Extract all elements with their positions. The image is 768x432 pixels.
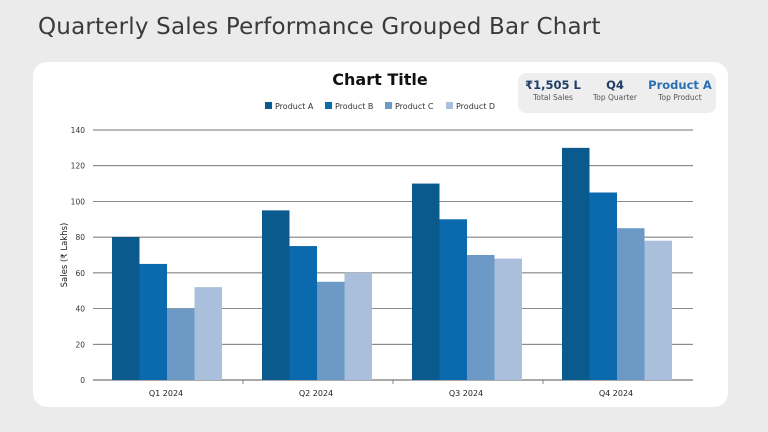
kpi-top-quarter: Q4 Top Quarter bbox=[586, 78, 644, 103]
legend-swatch bbox=[446, 102, 453, 109]
x-category-label: Q1 2024 bbox=[149, 389, 183, 398]
legend-label: Product B bbox=[335, 102, 373, 111]
bar bbox=[317, 281, 345, 380]
page-title: Quarterly Sales Performance Grouped Bar … bbox=[38, 14, 601, 40]
kpi-value: Product A bbox=[648, 78, 712, 92]
legend-label: Product A bbox=[275, 102, 314, 111]
y-tick-label: 20 bbox=[75, 340, 85, 349]
bar bbox=[344, 272, 372, 380]
y-axis-label: Sales (₹ Lakhs) bbox=[60, 223, 70, 288]
y-tick-label: 80 bbox=[75, 233, 85, 242]
bar bbox=[412, 183, 440, 380]
bar bbox=[562, 147, 590, 380]
x-category-label: Q3 2024 bbox=[449, 389, 483, 398]
bar bbox=[439, 219, 467, 380]
kpi-summary-box: ₹1,505 L Total Sales Q4 Top Quarter Prod… bbox=[518, 73, 716, 113]
y-tick-label: 0 bbox=[80, 376, 85, 385]
y-tick-label: 140 bbox=[71, 126, 86, 135]
legend-label: Product C bbox=[395, 102, 434, 111]
bar bbox=[139, 263, 167, 380]
kpi-label: Top Product bbox=[658, 93, 702, 102]
y-tick-label: 120 bbox=[71, 162, 86, 171]
bar bbox=[467, 255, 495, 380]
legend-swatch bbox=[385, 102, 392, 109]
legend-swatch bbox=[265, 102, 272, 109]
kpi-value: ₹1,505 L bbox=[525, 78, 581, 92]
y-tick-label: 100 bbox=[71, 197, 86, 206]
y-tick-label: 60 bbox=[75, 269, 85, 278]
kpi-label: Total Sales bbox=[533, 93, 573, 102]
bar bbox=[494, 258, 522, 380]
bar bbox=[167, 308, 195, 380]
bar bbox=[289, 246, 317, 380]
bar bbox=[644, 240, 672, 380]
bar bbox=[194, 287, 222, 380]
chart-title: Chart Title bbox=[332, 70, 428, 89]
kpi-total-sales: ₹1,505 L Total Sales bbox=[522, 78, 584, 103]
bar bbox=[112, 237, 140, 380]
kpi-top-product: Product A Top Product bbox=[646, 78, 714, 103]
legend-swatch bbox=[325, 102, 332, 109]
kpi-label: Top Quarter bbox=[592, 93, 637, 102]
x-category-label: Q2 2024 bbox=[299, 389, 333, 398]
legend-label: Product D bbox=[456, 102, 495, 111]
x-category-label: Q4 2024 bbox=[599, 389, 633, 398]
y-tick-label: 40 bbox=[75, 305, 85, 314]
kpi-value: Q4 bbox=[606, 78, 624, 92]
bar bbox=[617, 228, 645, 380]
bar bbox=[262, 210, 290, 380]
bar bbox=[589, 192, 617, 380]
